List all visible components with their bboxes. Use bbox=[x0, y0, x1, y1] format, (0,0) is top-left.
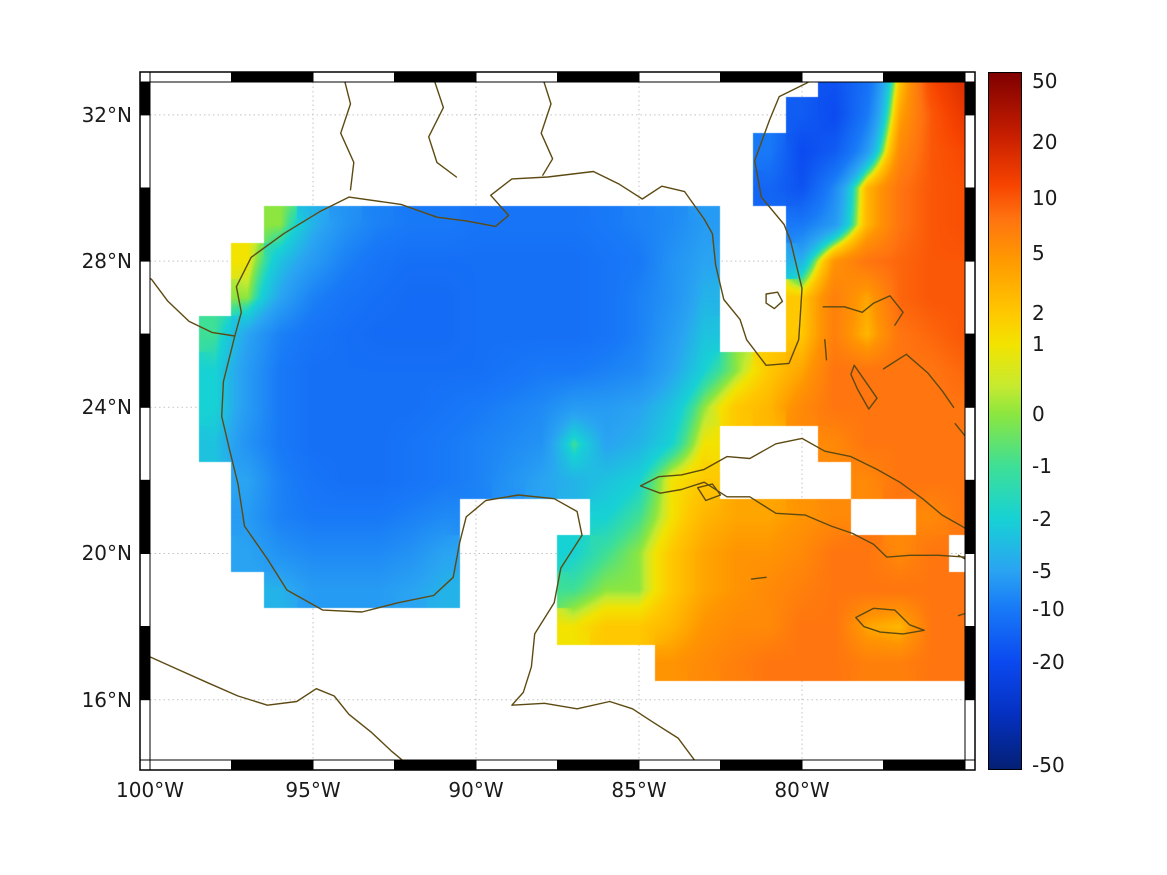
frame-zebra-right bbox=[964, 699, 976, 761]
frame-zebra-right bbox=[964, 406, 976, 481]
frame-zebra-bottom bbox=[557, 759, 640, 771]
frame-zebra-left bbox=[139, 333, 151, 408]
y-tick-label: 32°N bbox=[81, 102, 132, 127]
frame-zebra-bottom bbox=[720, 759, 803, 771]
frame-zebra-right bbox=[964, 626, 976, 701]
frame-zebra-left bbox=[139, 81, 151, 116]
colorbar bbox=[988, 72, 1022, 770]
frame-zebra-bottom bbox=[475, 759, 558, 771]
frame-zebra-top bbox=[394, 71, 477, 83]
colorbar-tick-label: -2 bbox=[1032, 506, 1052, 531]
frame-zebra-left bbox=[139, 187, 151, 262]
y-tick-label: 20°N bbox=[81, 541, 132, 566]
colorbar-tick-label: 50 bbox=[1032, 69, 1058, 94]
frame-zebra-left bbox=[139, 626, 151, 701]
frame-zebra-top bbox=[883, 71, 966, 83]
frame-zebra-bottom bbox=[883, 759, 966, 771]
y-tick-label: 28°N bbox=[81, 249, 132, 274]
frame-zebra-bottom bbox=[638, 759, 721, 771]
y-tick-label: 16°N bbox=[81, 687, 132, 712]
frame-zebra-right bbox=[964, 479, 976, 554]
x-tick-label: 95°W bbox=[285, 778, 341, 802]
frame-zebra-top bbox=[720, 71, 803, 83]
frame-zebra-right bbox=[964, 187, 976, 262]
frame-zebra-right bbox=[964, 260, 976, 335]
colorbar-tick-label: -50 bbox=[1032, 753, 1065, 778]
colorbar-tick-label: 1 bbox=[1032, 332, 1045, 357]
heatmap-canvas bbox=[150, 82, 965, 760]
frame-zebra-bottom bbox=[801, 759, 884, 771]
frame-zebra-right bbox=[964, 333, 976, 408]
frame-zebra-bottom bbox=[149, 759, 232, 771]
colorbar-tick-label: -1 bbox=[1032, 454, 1052, 479]
frame-zebra-top bbox=[149, 71, 232, 83]
frame-zebra-right bbox=[964, 552, 976, 628]
colorbar-tick-label: 2 bbox=[1032, 300, 1045, 325]
colorbar-tick-label: 0 bbox=[1032, 402, 1045, 427]
colorbar-tick-label: -5 bbox=[1032, 559, 1052, 584]
frame-zebra-top bbox=[801, 71, 884, 83]
frame-zebra-bottom bbox=[312, 759, 395, 771]
frame-zebra-right bbox=[964, 114, 976, 189]
colorbar-tick-label: -10 bbox=[1032, 597, 1065, 622]
frame-zebra-top bbox=[231, 71, 314, 83]
colorbar-tick-label: 10 bbox=[1032, 185, 1058, 210]
frame-zebra-bottom bbox=[394, 759, 477, 771]
x-tick-label: 100°W bbox=[116, 778, 184, 802]
frame-zebra-left bbox=[139, 479, 151, 554]
frame-zebra-left bbox=[139, 114, 151, 189]
frame-zebra-left bbox=[139, 552, 151, 628]
frame-zebra-top bbox=[312, 71, 395, 83]
frame-zebra-top bbox=[475, 71, 558, 83]
x-tick-label: 85°W bbox=[611, 778, 667, 802]
frame-zebra-top bbox=[557, 71, 640, 83]
frame-zebra-left bbox=[139, 699, 151, 761]
frame-zebra-left bbox=[139, 260, 151, 335]
frame-zebra-top bbox=[638, 71, 721, 83]
frame-zebra-right bbox=[964, 81, 976, 116]
x-tick-label: 90°W bbox=[448, 778, 504, 802]
frame-zebra-left bbox=[139, 406, 151, 481]
y-tick-label: 24°N bbox=[81, 395, 132, 420]
x-tick-label: 80°W bbox=[774, 778, 830, 802]
colorbar-tick-label: -20 bbox=[1032, 649, 1065, 674]
frame-zebra-bottom bbox=[231, 759, 314, 771]
colorbar-tick-label: 5 bbox=[1032, 241, 1045, 266]
colorbar-tick-label: 20 bbox=[1032, 129, 1058, 154]
